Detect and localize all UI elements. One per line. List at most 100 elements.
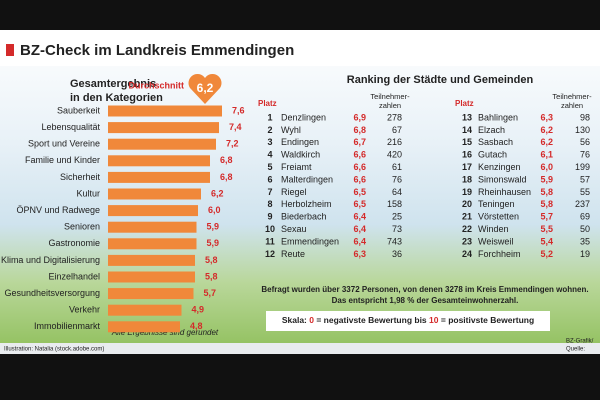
- score: 5,8: [540, 199, 553, 209]
- rank: 24: [462, 249, 472, 259]
- place-name: Freiamt: [281, 162, 312, 172]
- rank: 11: [265, 236, 275, 246]
- participants-header: Teilnehmer-: [370, 92, 410, 101]
- category-label: Klima und Digitalisierung: [1, 255, 100, 265]
- title-marker: [6, 44, 14, 56]
- place-name: Riegel: [281, 187, 307, 197]
- place-name: Wyhl: [281, 125, 301, 135]
- bar: [108, 321, 180, 333]
- scale-part: = negativste Bewertung bis: [316, 315, 427, 325]
- score: 6,1: [540, 150, 553, 160]
- value-label: 6,8: [220, 155, 233, 165]
- rank: 15: [462, 137, 472, 147]
- score: 6,4: [353, 212, 366, 222]
- value-label: 5,9: [207, 222, 220, 232]
- bar: [108, 238, 197, 250]
- participants: 36: [392, 249, 402, 259]
- participants: 420: [387, 150, 402, 160]
- category-label: Sauberkeit: [57, 105, 101, 115]
- rank: 21: [462, 212, 472, 222]
- score: 6,2: [540, 125, 553, 135]
- place-name: Teningen: [478, 199, 515, 209]
- value-label: 5,8: [205, 271, 218, 281]
- place-name: Forchheim: [478, 249, 521, 259]
- category-label: Immobilienmarkt: [34, 321, 101, 331]
- category-label: Familie und Kinder: [25, 155, 100, 165]
- bar: [108, 271, 195, 283]
- place-name: Vörstetten: [478, 212, 519, 222]
- participants: 76: [392, 174, 402, 184]
- average-heart: [188, 73, 222, 104]
- category-label: Gesundheitsversorgung: [4, 288, 100, 298]
- value-label: 7,6: [232, 105, 245, 115]
- average-label: Durchschnitt: [128, 80, 184, 90]
- score: 6,3: [353, 249, 366, 259]
- rank: 10: [265, 224, 275, 234]
- score: 5,7: [540, 212, 553, 222]
- participants: 19: [580, 249, 590, 259]
- bar: [108, 188, 201, 200]
- rank: 20: [462, 199, 472, 209]
- ranking-title: Ranking der Städte und Gemeinden: [347, 74, 534, 86]
- score: 6,6: [353, 162, 366, 172]
- rank: 1: [267, 112, 272, 122]
- rank: 16: [462, 150, 472, 160]
- place-name: Sasbach: [478, 137, 513, 147]
- participants: 25: [392, 212, 402, 222]
- category-label: Verkehr: [69, 305, 100, 315]
- value-label: 5,7: [204, 288, 217, 298]
- participants: 61: [392, 162, 402, 172]
- scale-part: Skala:: [282, 315, 307, 325]
- category-label: Gastronomie: [48, 238, 100, 248]
- place-name: Elzach: [478, 125, 505, 135]
- category-label: Senioren: [64, 222, 100, 232]
- participants: 73: [392, 224, 402, 234]
- value-label: 7,4: [229, 122, 242, 132]
- participants: 76: [580, 150, 590, 160]
- participants: 57: [580, 174, 590, 184]
- participants: 158: [387, 199, 402, 209]
- rank: 8: [267, 199, 272, 209]
- bar: [108, 155, 210, 167]
- rank: 2: [267, 125, 272, 135]
- category-label: Lebensqualität: [41, 122, 100, 132]
- rank: 7: [267, 187, 272, 197]
- scale-part: 0: [309, 315, 314, 325]
- score: 6,6: [353, 174, 366, 184]
- place-name: Reute: [281, 249, 305, 259]
- participants: 67: [392, 125, 402, 135]
- bar: [108, 221, 197, 233]
- place-name: Waldkirch: [281, 150, 320, 160]
- rank: 14: [462, 125, 472, 135]
- bar: [108, 105, 222, 117]
- scale-part: = positivste Bewertung: [441, 315, 534, 325]
- value-label: 6,8: [220, 172, 233, 182]
- rank: 3: [267, 137, 272, 147]
- place-name: Endingen: [281, 137, 319, 147]
- score: 6,2: [540, 137, 553, 147]
- participants-header: zahlen: [379, 101, 401, 110]
- background: [0, 30, 600, 354]
- value-label: 7,2: [226, 139, 239, 149]
- bar: [108, 205, 198, 217]
- participants: 130: [575, 125, 590, 135]
- rank: 12: [265, 249, 275, 259]
- chart-note: Alle Ergebnisse sind gerundet: [111, 328, 219, 337]
- rank-header: Platz: [455, 99, 474, 108]
- survey-text: Befragt wurden über 3372 Personen, von d…: [261, 285, 588, 294]
- place-name: Weisweil: [478, 236, 513, 246]
- score: 6,6: [353, 150, 366, 160]
- score: 6,7: [353, 137, 366, 147]
- rank: 4: [267, 150, 272, 160]
- survey-text: Das entspricht 1,98 % der Gesamteinwohne…: [332, 296, 519, 305]
- rank: 9: [267, 212, 272, 222]
- average-value: 6,2: [197, 81, 214, 95]
- score: 5,9: [540, 174, 553, 184]
- category-label: Sicherheit: [60, 172, 101, 182]
- rank: 13: [462, 112, 472, 122]
- place-name: Winden: [478, 224, 509, 234]
- rank: 23: [462, 236, 472, 246]
- category-label: Kultur: [76, 188, 100, 198]
- chart-title: in den Kategorien: [70, 92, 163, 104]
